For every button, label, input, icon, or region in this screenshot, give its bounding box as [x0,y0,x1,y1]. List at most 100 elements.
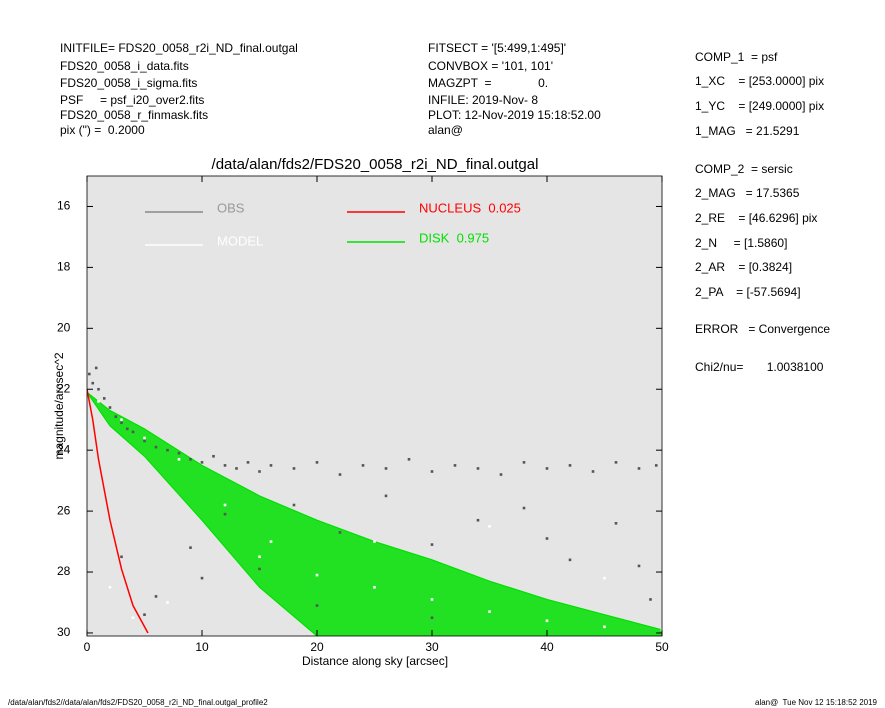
data-point [488,525,491,528]
x-tick-label: 0 [84,640,91,654]
data-point [143,439,146,443]
data-point [120,418,123,422]
data-point [361,464,365,467]
x-tick-label: 20 [310,640,324,654]
data-point [568,464,572,467]
data-point [131,616,135,620]
x-tick-label: 30 [425,640,439,654]
plot-content [87,366,662,636]
header-text: FDS20_0058_i_data.fits [60,59,189,73]
data-point [637,467,641,470]
data-point [102,397,106,400]
header-text: FDS20_0058_r_finmask.fits [60,108,208,122]
data-point [430,543,434,546]
data-point [315,604,319,607]
data-point [568,558,572,562]
y-tick-label: 16 [57,199,71,213]
data-point [258,555,261,559]
data-point [522,506,526,510]
footer-right: alan@ Tue Nov 12 15:18:52 2019 [755,698,878,707]
data-point [591,470,595,473]
legend-label: OBS [217,200,245,215]
x-tick-label: 50 [655,640,669,654]
data-point [258,567,261,571]
data-point [373,585,376,589]
header-text: INITFILE= FDS20_0058_r2i_ND_final.outgal [60,41,298,55]
y-tick-label: 20 [57,320,71,334]
y-tick-label: 24 [57,442,71,456]
data-point [177,451,181,455]
disk-edge [87,391,662,631]
data-point [212,454,215,458]
data-point [315,461,319,464]
data-point [292,503,296,507]
header-text: 1_XC = [253.0000] pix [695,74,824,88]
data-point [654,464,658,467]
data-point [177,458,181,461]
data-point [143,613,146,616]
data-point [614,521,618,525]
data-point [131,430,135,434]
legend-label: MODEL [217,233,263,248]
data-point [603,625,606,629]
data-point [499,473,503,476]
header-text: alan@ [428,123,463,137]
data-point [522,461,526,464]
data-point [430,598,434,601]
data-point [614,461,618,464]
data-point [88,372,91,376]
data-point [200,461,204,464]
data-point [476,518,480,522]
header-text: 1_YC = [249.0000] pix [695,99,824,113]
header-text: PSF = psf_i20_over2.fits [60,93,204,107]
data-point [114,415,118,418]
header-text: INFILE: 2019-Nov- 8 [428,93,538,107]
header-text: pix (") = 0.2000 [60,123,145,137]
header-text: 2_PA = [-57.5694] [695,285,801,299]
data-point [269,464,273,467]
legend-label: NUCLEUS 0.025 [419,200,521,215]
data-point [125,427,129,431]
data-point [649,598,652,601]
data-point [338,531,342,534]
data-point [373,540,376,543]
data-point [430,470,434,473]
data-point [223,512,227,516]
data-point [545,467,549,470]
x-tick-label: 10 [195,640,209,654]
data-point [269,540,273,543]
data-point [120,421,123,425]
header-text: 1_MAG = 21.5291 [695,124,800,138]
header-text: 2_AR = [0.3824] [695,260,792,274]
header-text: 2_MAG = 17.5365 [695,186,800,200]
y-tick-label: 28 [57,564,71,578]
legend-label: DISK 0.975 [419,230,489,245]
data-point [637,564,641,568]
header-text: ERROR = Convergence [695,322,830,336]
data-point [545,619,549,623]
data-point [258,470,261,473]
data-point [154,595,158,598]
header-text: CONVBOX = '101, 101' [428,59,553,73]
header-text: 2_RE = [46.6296] pix [695,211,817,225]
data-point [91,381,95,385]
x-tick-label: 40 [540,640,554,654]
data-point [384,467,388,470]
data-point [545,537,549,540]
y-axis-label: magnitude/arcsec^2 [52,352,66,459]
y-tick-label: 30 [57,625,71,639]
data-point [166,601,169,604]
header-text: 2_N = [1.5860] [695,236,787,250]
data-point [246,461,250,464]
chart-title: /data/alan/fds2/FDS20_0058_r2i_ND_final.… [212,156,539,173]
disk-edge [87,391,318,636]
data-point [189,546,192,549]
data-point [97,400,100,403]
data-point [315,573,319,577]
data-point [108,585,112,589]
data-point [384,494,388,498]
y-tick-label: 22 [57,381,71,395]
data-point [94,366,98,370]
